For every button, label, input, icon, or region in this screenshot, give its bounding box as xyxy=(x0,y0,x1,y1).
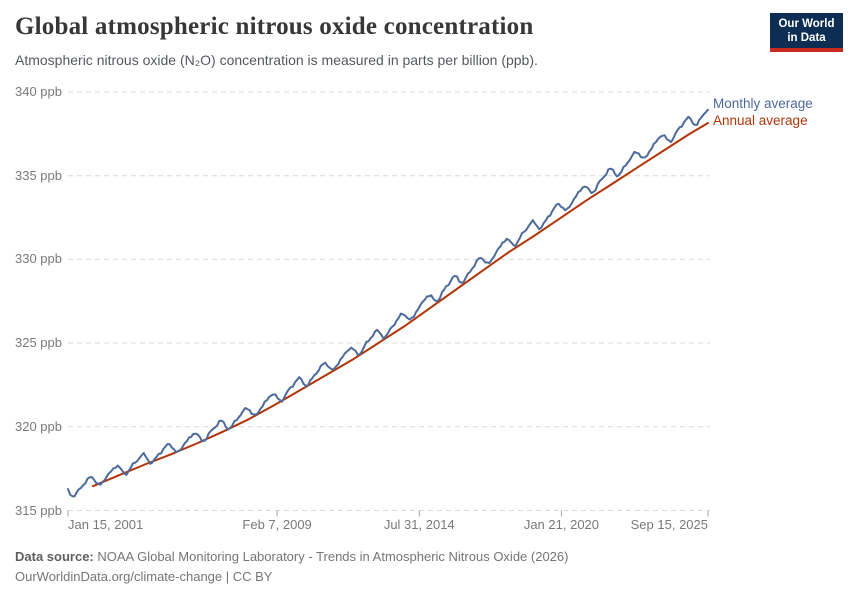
footer-citation: OurWorldinData.org/climate-change | CC B… xyxy=(15,569,273,584)
legend-monthly-average[interactable]: Monthly average xyxy=(713,96,813,111)
x-axis-label: Jul 31, 2014 xyxy=(383,517,455,532)
chart-subtitle: Atmospheric nitrous oxide (N₂O) concentr… xyxy=(15,52,538,68)
y-axis-label: 335 ppb xyxy=(15,167,62,183)
legend-annual-average[interactable]: Annual average xyxy=(713,113,808,128)
x-axis-label: Sep 15, 2025 xyxy=(630,517,708,532)
annual-average-line[interactable] xyxy=(91,122,709,488)
footer-datasource-text: NOAA Global Monitoring Laboratory - Tren… xyxy=(93,549,569,564)
logo-line-2: in Data xyxy=(787,32,826,44)
y-axis-label: 325 ppb xyxy=(15,335,62,351)
monthly-average-line[interactable] xyxy=(67,108,709,498)
y-axis-label: 340 ppb xyxy=(15,84,62,99)
x-axis-label: Feb 7, 2009 xyxy=(242,517,312,532)
x-axis-label: Jan 15, 2001 xyxy=(68,517,144,532)
y-axis-label: 315 ppb xyxy=(15,502,62,518)
logo-line-1: Our World xyxy=(778,18,835,30)
page-title: Global atmospheric nitrous oxide concent… xyxy=(15,13,534,40)
y-axis-label: 320 ppb xyxy=(15,418,62,434)
footer-datasource: Data source: NOAA Global Monitoring Labo… xyxy=(15,549,568,564)
y-axis-label: 330 ppb xyxy=(15,251,62,267)
x-axis-label: Jan 21, 2020 xyxy=(523,517,600,532)
footer-datasource-label: Data source: xyxy=(15,549,94,564)
owid-logo[interactable]: Our World in Data xyxy=(770,13,843,52)
